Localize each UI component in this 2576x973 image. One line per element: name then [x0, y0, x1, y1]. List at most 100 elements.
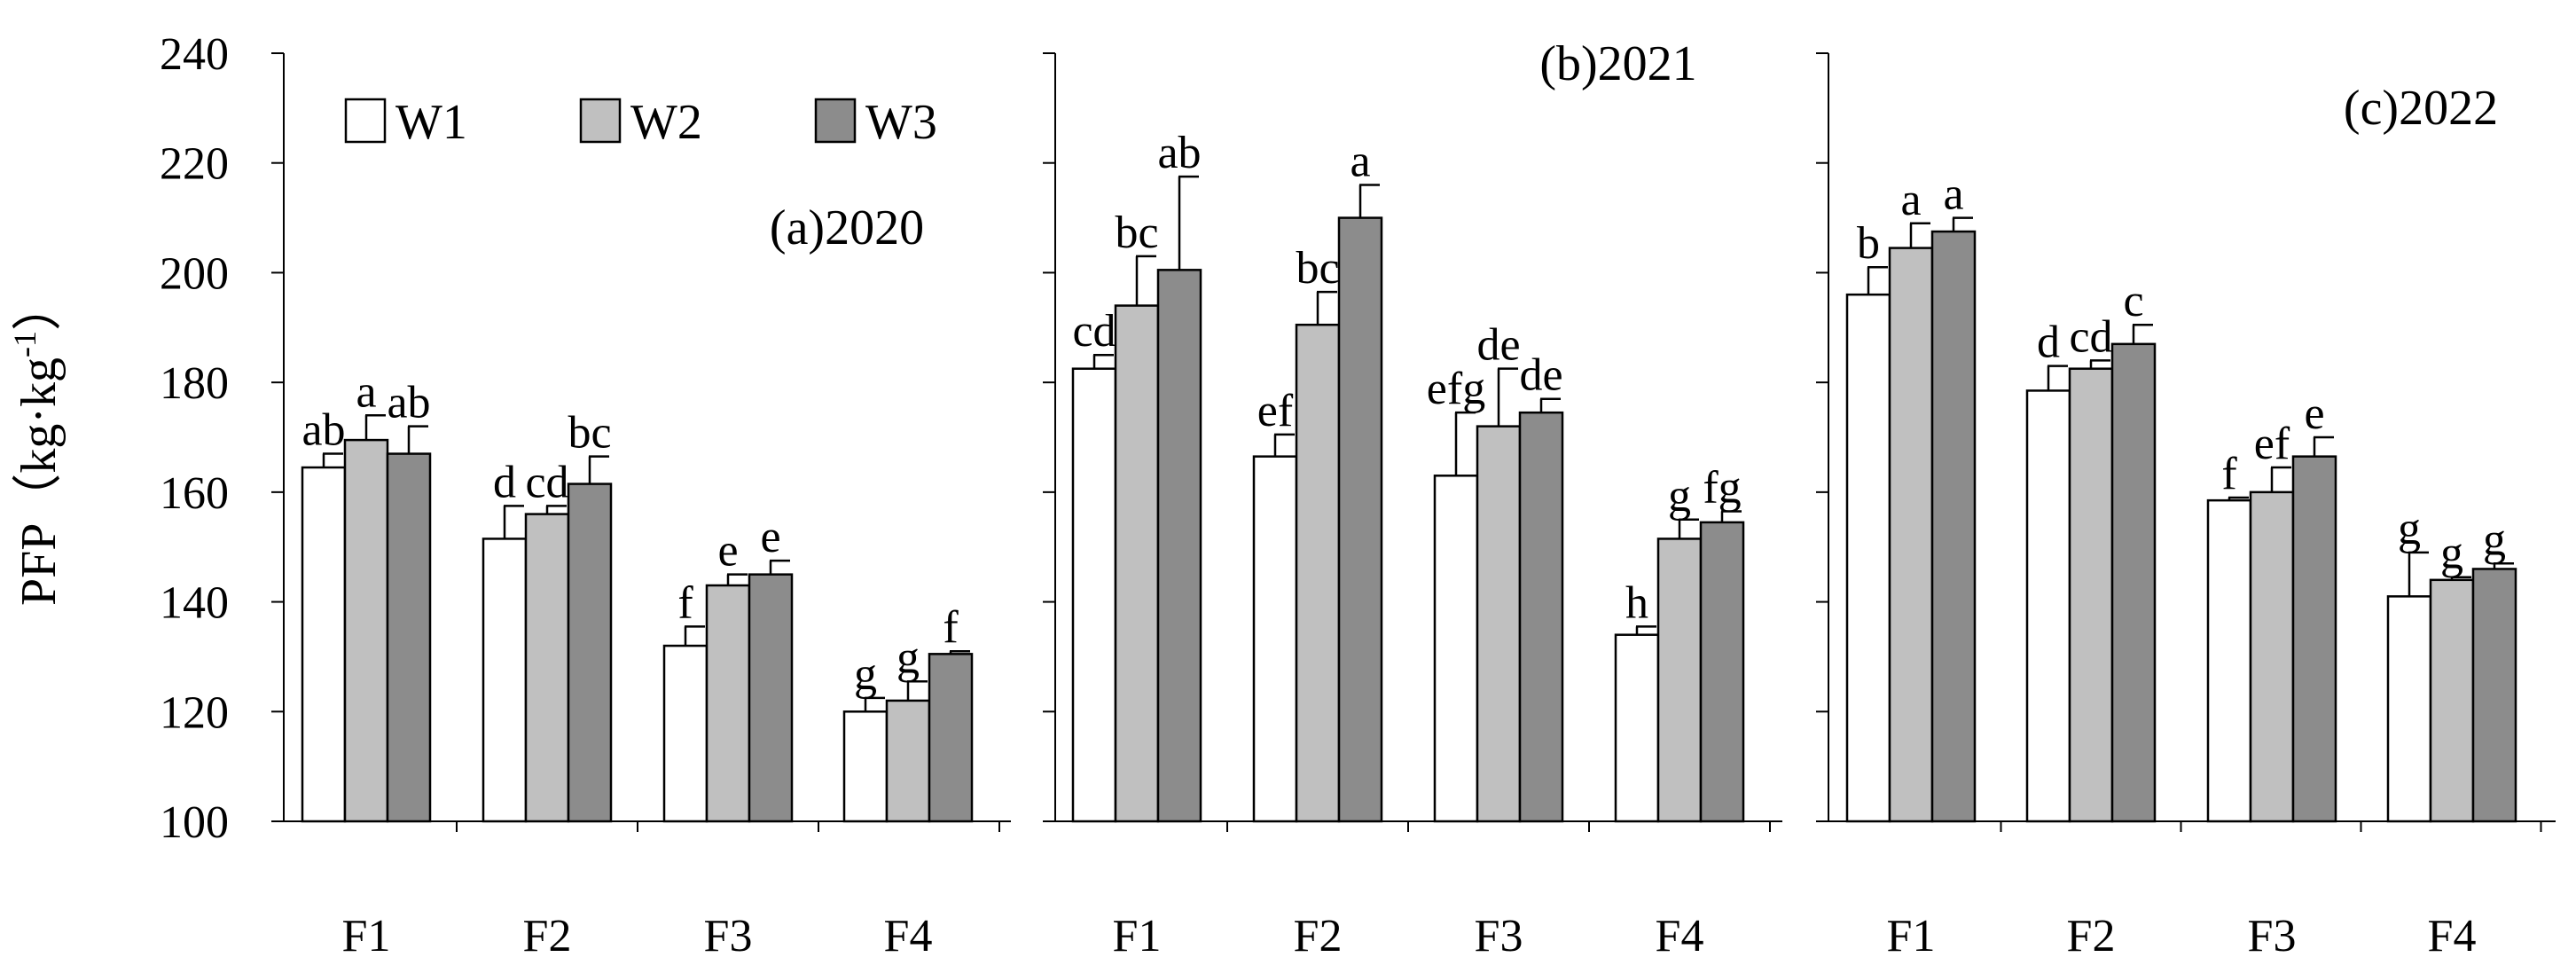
significance-label: ef	[2254, 419, 2290, 469]
significance-label: ab	[301, 405, 345, 456]
panel-title: (b)2021	[1539, 36, 1696, 91]
bar-w2	[1656, 538, 1703, 823]
significance-label: g	[2440, 529, 2463, 579]
significance-label: h	[1625, 577, 1648, 628]
legend-label: W1	[395, 95, 467, 150]
bar-w2	[705, 584, 751, 823]
significance-label: b	[1857, 218, 1880, 269]
x-tick-label: F3	[1475, 911, 1523, 961]
panel-title: (c)2022	[2344, 81, 2498, 136]
panel-title: (a)2020	[770, 200, 924, 255]
y-axis-label: PFP（kg·kg-1）	[7, 281, 67, 606]
significance-label: ef	[1257, 386, 1294, 436]
significance-label: g	[2483, 514, 2506, 565]
bar-w3	[928, 653, 974, 823]
bar-w2	[1888, 247, 1934, 823]
significance-label: de	[1476, 320, 1520, 371]
significance-label: f	[2221, 449, 2237, 499]
legend-swatch-w1	[344, 98, 387, 144]
y-tick-label: 100	[160, 797, 229, 848]
significance-label: g	[2398, 504, 2421, 554]
x-tick-label: F1	[342, 911, 391, 961]
bar-w1	[482, 538, 528, 823]
significance-label: bc	[1115, 208, 1158, 258]
significance-label: cd	[1072, 306, 1116, 357]
significance-label: cd	[525, 457, 568, 507]
bar-w1	[2206, 498, 2252, 823]
significance-label: e	[2304, 388, 2324, 439]
bar-w1	[2025, 389, 2071, 823]
y-axis-label-close: ）	[12, 281, 67, 331]
bar-w1	[1433, 475, 1479, 823]
y-axis: 100 120 140 160 180 200 220 240	[160, 29, 229, 848]
bar-w3	[1930, 230, 1977, 823]
bar-w1	[2386, 595, 2432, 823]
bar-w3	[748, 573, 794, 823]
bar-w1	[1614, 633, 1660, 823]
y-tick-label: 140	[160, 578, 229, 629]
bar-w1	[1071, 367, 1117, 823]
significance-label: cd	[2069, 311, 2112, 362]
x-tick-label: F4	[2428, 911, 2477, 961]
significance-label: f	[943, 602, 959, 653]
significance-label: a	[1900, 175, 1921, 225]
x-tick-label: F2	[2067, 911, 2116, 961]
legend-swatch-w2	[579, 98, 622, 144]
bar-w2	[343, 438, 389, 823]
bar-w3	[1337, 216, 1383, 823]
bar-w3	[1518, 411, 1564, 823]
significance-label: efg	[1427, 364, 1485, 414]
significance-label: a	[1350, 136, 1370, 186]
significance-label: g	[897, 632, 920, 683]
bar-w3	[386, 452, 432, 823]
panel-3: F1 F2 F3 F4 b d f g a cd ef g a c e g (c)2022	[1816, 52, 2556, 961]
y-tick-label: 200	[160, 248, 229, 299]
panel-2: F1 F2 F3 F4 cd ef efg h bc bc de g ab a de fg (b)2021	[1043, 36, 1782, 961]
y-tick-label: 160	[160, 468, 229, 519]
significance-label: g	[854, 649, 877, 700]
x-tick-label: F3	[704, 911, 753, 961]
legend-label: W2	[630, 95, 702, 150]
significance-label: de	[1519, 350, 1562, 401]
significance-label: f	[677, 577, 693, 628]
legend-swatch-w3	[814, 98, 857, 144]
significance-label: bc	[1296, 243, 1339, 294]
y-tick-label: 120	[160, 687, 229, 738]
x-tick-label: F2	[1294, 911, 1343, 961]
significance-label: bc	[568, 408, 611, 459]
significance-label: c	[2123, 276, 2143, 326]
significance-label: g	[1668, 471, 1691, 522]
bar-w3	[2291, 455, 2337, 823]
significance-label: a	[356, 366, 376, 417]
significance-label: d	[2037, 318, 2060, 368]
y-axis-label-exponent: -1	[7, 331, 43, 357]
bar-w2	[1114, 304, 1160, 823]
x-tick-label: F4	[884, 911, 933, 961]
bar-w3	[1156, 269, 1202, 823]
x-tick-label: F1	[1887, 911, 1936, 961]
x-tick-label: F2	[523, 911, 572, 961]
y-tick-label: 220	[160, 139, 229, 190]
significance-label: e	[717, 526, 738, 577]
bar-w2	[2429, 578, 2475, 823]
legend: W1 W2 W3	[344, 95, 937, 150]
bar-w3	[1699, 521, 1745, 823]
bar-w2	[2068, 367, 2114, 823]
x-tick-label: F3	[2248, 911, 2297, 961]
bar-w3	[567, 483, 613, 823]
bar-w2	[524, 513, 570, 823]
bar-w2	[1476, 425, 1522, 823]
legend-label: W3	[865, 95, 937, 150]
y-tick-label: 180	[160, 358, 229, 409]
bar-w2	[885, 699, 931, 823]
significance-label: e	[760, 512, 780, 562]
significance-label: d	[493, 457, 516, 507]
y-tick-label: 240	[160, 29, 229, 80]
bar-w2	[2249, 490, 2295, 823]
bar-w2	[1295, 323, 1341, 823]
x-tick-label: F1	[1113, 911, 1162, 961]
bar-w1	[301, 466, 347, 823]
